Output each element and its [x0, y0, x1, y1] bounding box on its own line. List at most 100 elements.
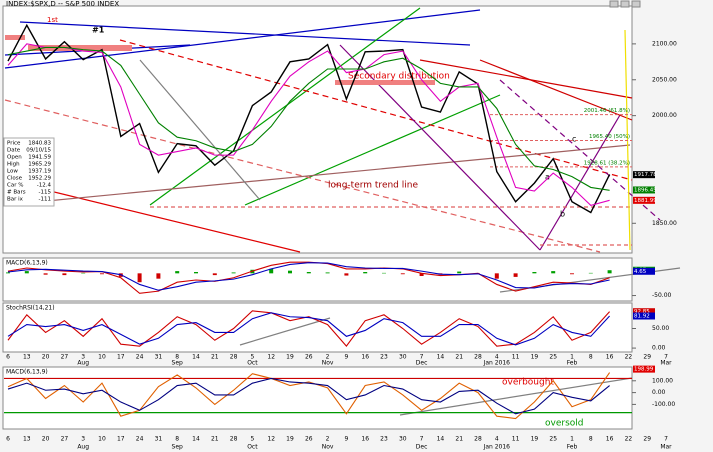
- y-tick-label: -100.00: [652, 401, 675, 408]
- x-month-label: Aug: [77, 444, 89, 451]
- info-box: [3, 137, 55, 207]
- series-line: [7, 43, 610, 206]
- x-month-label: Nov: [322, 360, 334, 367]
- button[interactable]: [620, 0, 630, 8]
- histogram-bar: [551, 271, 556, 274]
- x-tick-label: 4: [495, 436, 499, 443]
- histogram-bar: [6, 272, 10, 274]
- x-month-label: Dec: [416, 360, 428, 367]
- window-buttons: [609, 0, 641, 8]
- fib-label: 1928.61 (38.2%): [584, 160, 630, 166]
- x-tick-label: 19: [286, 354, 294, 361]
- info-value: -12.4: [37, 183, 52, 189]
- annotation: Secondary distribution: [348, 72, 450, 82]
- y-tick-label: 0.00: [652, 389, 666, 396]
- y-tick-label: 2050.00: [652, 76, 677, 83]
- x-tick-label: 5: [250, 354, 254, 361]
- x-tick-label: 25: [549, 436, 557, 443]
- info-value: -111: [39, 197, 51, 203]
- histogram-bar: [344, 273, 349, 276]
- series-line: [7, 377, 610, 415]
- value-tag-label: 1917.78: [634, 172, 657, 178]
- annotation: 1st: [47, 16, 58, 24]
- x-tick-label: 8: [589, 354, 593, 361]
- y-tick-label: 100.00: [652, 377, 673, 384]
- x-month-label: Feb: [567, 360, 578, 367]
- x-tick-label: 19: [286, 436, 294, 443]
- value-tag-label: 4.65: [634, 269, 647, 275]
- x-month-label: Dec: [416, 444, 428, 451]
- annotation: long-term trend line: [328, 181, 418, 191]
- x-tick-label: 21: [455, 354, 463, 361]
- histogram-bar: [24, 271, 29, 274]
- histogram-bar: [62, 273, 67, 276]
- info-value: -115: [39, 190, 52, 196]
- y-tick-label: 50.00: [652, 325, 669, 332]
- x-tick-label: 17: [117, 436, 125, 443]
- price-panel: [2, 5, 633, 254]
- x-tick-label: 6: [6, 436, 10, 443]
- info-value: 1840.83: [28, 141, 51, 147]
- value-tag: [633, 312, 655, 320]
- x-tick-label: 29: [643, 436, 651, 443]
- x-tick-label: 12: [267, 436, 275, 443]
- x-tick-label: 26: [305, 436, 313, 443]
- x-tick-label: 4: [495, 354, 499, 361]
- x-tick-label: 28: [230, 436, 238, 443]
- x-tick-label: 19: [531, 354, 539, 361]
- button[interactable]: [631, 0, 641, 8]
- histogram-bar: [494, 273, 499, 279]
- x-tick-label: 16: [606, 354, 614, 361]
- x-tick-label: 30: [399, 354, 407, 361]
- x-tick-label: 27: [61, 354, 69, 361]
- histogram-bar: [137, 273, 142, 283]
- series-line: [7, 46, 610, 191]
- histogram-bar: [269, 268, 274, 274]
- x-tick-label: 21: [455, 436, 463, 443]
- x-tick-label: 24: [136, 436, 144, 443]
- x-tick-label: 14: [192, 354, 200, 361]
- x-tick-label: 13: [23, 436, 31, 443]
- info-value: 1952.29: [28, 176, 51, 182]
- histogram-bar: [81, 272, 86, 274]
- header-title: INDEX:$SPX,D -- S&P 500 INDEX: [6, 0, 119, 8]
- info-key: Price: [7, 141, 21, 147]
- y-tick-label: 0.00: [652, 345, 666, 352]
- value-tag: [633, 186, 655, 194]
- value-tag: [633, 365, 655, 373]
- info-key: Car %: [7, 183, 23, 189]
- macd2-panel: [2, 366, 633, 430]
- histogram-bar: [382, 272, 386, 274]
- info-key: Date: [7, 148, 21, 154]
- panel-title: StochRSI(14,21): [6, 305, 55, 312]
- x-tick-label: 11: [512, 436, 520, 443]
- histogram-bar: [231, 272, 236, 274]
- button[interactable]: [609, 0, 619, 8]
- x-tick-label: 31: [155, 354, 163, 361]
- series-line: [7, 23, 611, 214]
- x-tick-label: 14: [437, 436, 445, 443]
- x-tick-label: 9: [344, 354, 348, 361]
- histogram-bar: [212, 273, 217, 276]
- x-month-label: Feb: [567, 444, 578, 451]
- value-tag-label: 1896.45: [634, 187, 657, 193]
- annotation: #1: [92, 26, 105, 35]
- x-tick-label: 25: [549, 354, 557, 361]
- annotation: c: [572, 135, 576, 144]
- annotation: a: [545, 173, 550, 182]
- x-month-label: Oct: [247, 444, 258, 451]
- x-tick-label: 21: [211, 354, 219, 361]
- info-value: 1941.59: [28, 155, 51, 161]
- series-line: [7, 312, 611, 346]
- histogram-bar: [419, 273, 424, 276]
- info-value: 09/10/15: [26, 148, 51, 154]
- x-month-label: Mar: [660, 360, 672, 367]
- x-tick-label: 30: [399, 436, 407, 443]
- histogram-bar: [288, 270, 292, 274]
- x-tick-label: 14: [437, 354, 445, 361]
- info-value: 1965.29: [28, 162, 51, 168]
- x-tick-label: 16: [606, 436, 614, 443]
- x-month-label: Jan 2016: [483, 444, 511, 451]
- y-tick-label: 2100.00: [652, 40, 677, 47]
